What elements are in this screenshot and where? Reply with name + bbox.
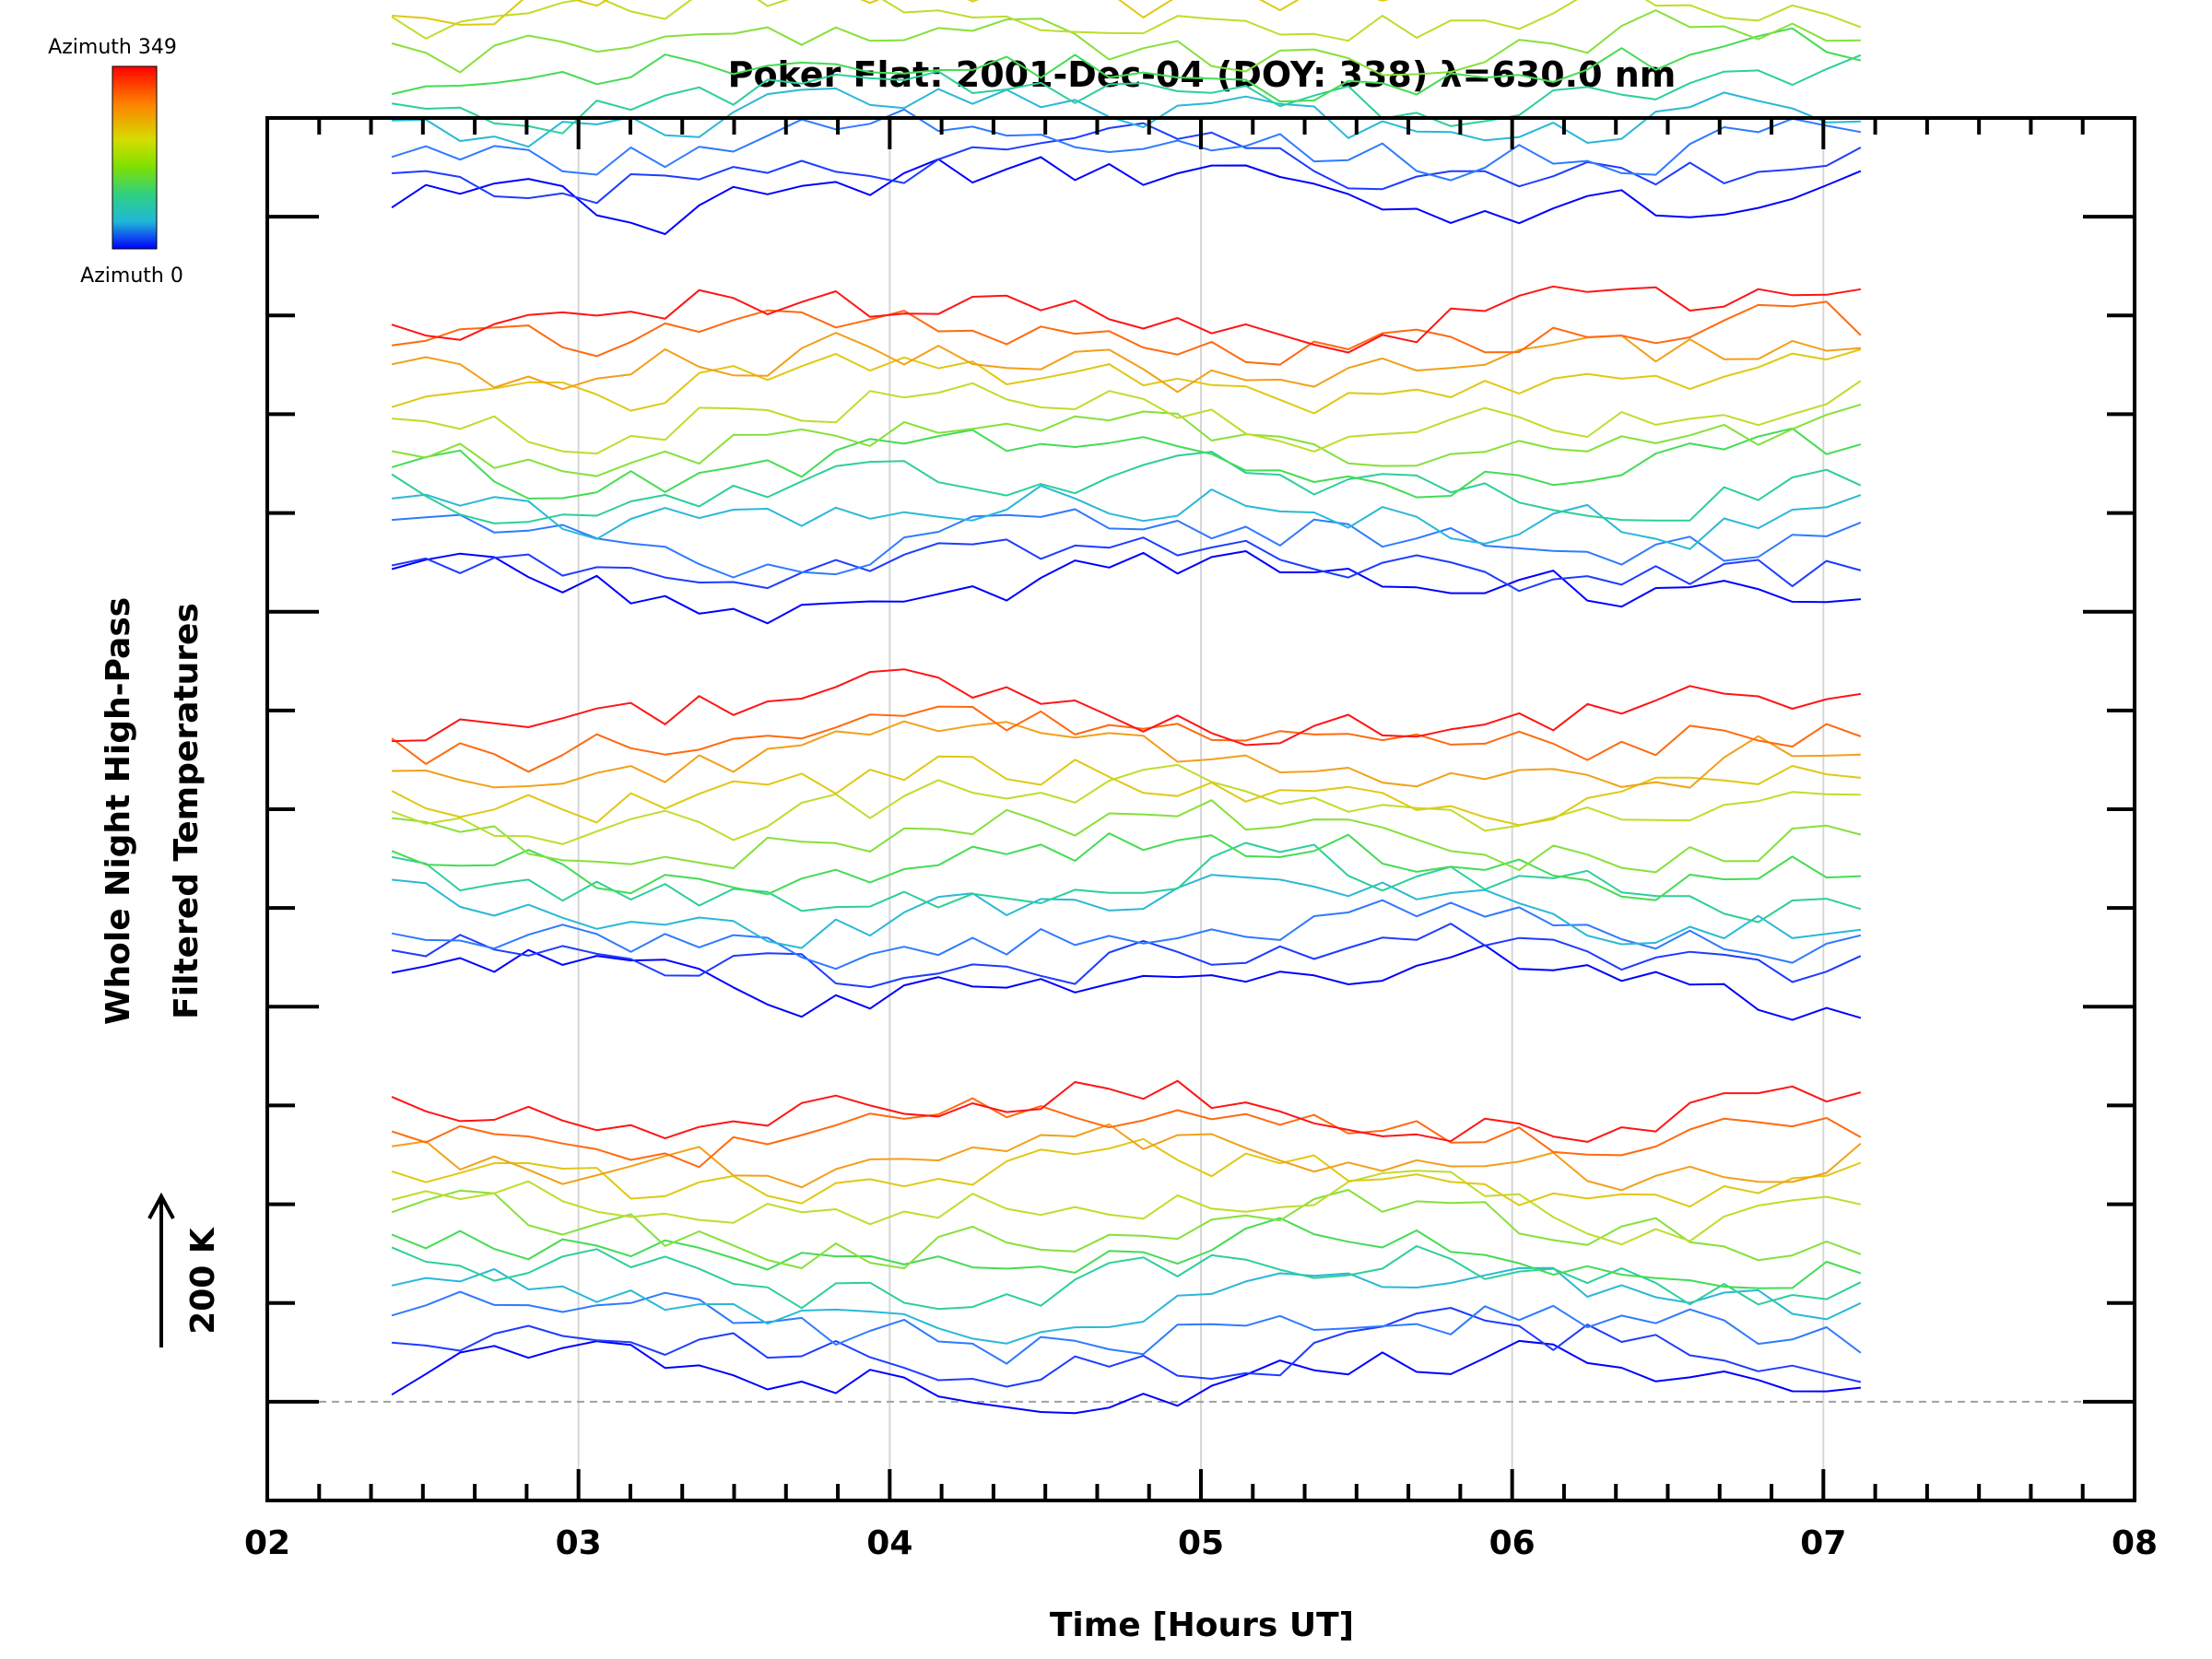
- x-tick-label: 08: [2112, 1524, 2158, 1562]
- series-line-stack2-az5: [391, 841, 1862, 924]
- series-line-stack4-az4: [392, 88, 1861, 148]
- series-line-stack3-az7: [391, 403, 1862, 477]
- series-line-stack2-az9: [391, 755, 1862, 827]
- series-line-stack1-az4: [391, 1266, 1862, 1345]
- x-tick-label: 04: [866, 1524, 912, 1562]
- series-line-stack4-az9: [392, 0, 1390, 26]
- series-line-stack2-az4: [392, 874, 1862, 949]
- scale-label: 200 K: [184, 1227, 222, 1335]
- series-line-stack1-az7: [391, 1189, 1862, 1270]
- series-line-stack1-az2: [392, 1307, 1862, 1388]
- colorbar-bottom-label: Azimuth 0: [80, 265, 183, 288]
- colorbar: [112, 65, 158, 250]
- x-tick-label: 06: [1489, 1524, 1535, 1562]
- axes-layer: 02 03 04 05 06 07 08: [244, 116, 2158, 1562]
- series-line-stack2-az8: [391, 763, 1861, 845]
- x-axis-label: Time [Hours UT]: [1050, 1606, 1354, 1644]
- y-axis-label-line1: Whole Night High-Pass: [100, 597, 137, 1025]
- series-line-stack4-az7: [391, 9, 1861, 76]
- series-line-stack3-az5: [391, 451, 1862, 524]
- series-line-stack3-az6: [391, 427, 1862, 500]
- series-line-stack3-az2: [391, 536, 1862, 593]
- series-line-stack1-az10: [391, 1124, 1862, 1192]
- series-line-stack1-az3: [391, 1290, 1862, 1365]
- grid-layer: [267, 118, 2135, 1500]
- series-line-stack1-az11: [391, 1097, 1862, 1169]
- series-line-stack4-az1: [391, 156, 1862, 235]
- series-line-stack1-az6: [391, 1217, 1862, 1289]
- series-line-stack2-az3: [391, 899, 1862, 971]
- series-line-stack3-az9: [391, 348, 1862, 415]
- series-line-stack4-az2: [392, 122, 1862, 205]
- series-layer: [391, 0, 1862, 1415]
- series-line-stack3-az8: [392, 380, 1862, 455]
- series-line-stack1-az9: [391, 1137, 1862, 1208]
- series-line-stack1-az12: [391, 1079, 1862, 1143]
- scale-arrow: [147, 1192, 175, 1347]
- series-line-stack4-az5: [391, 53, 1862, 135]
- x-tick-label: 07: [1800, 1524, 1846, 1562]
- colorbar-top-label: Azimuth 349: [48, 36, 177, 59]
- x-tick-label: 02: [244, 1524, 290, 1562]
- series-line-stack3-az4: [391, 485, 1862, 550]
- series-line-stack2-az1: [391, 944, 1862, 1021]
- series-line-stack1-az5: [391, 1245, 1862, 1311]
- series-line-stack3-az3: [392, 508, 1862, 579]
- series-line-stack3-az10: [391, 332, 1861, 394]
- series-line-stack3-az11: [391, 300, 1862, 366]
- series-line-stack1-az8: [391, 1170, 1862, 1246]
- x-tick-label: 05: [1178, 1524, 1224, 1562]
- series-line-stack3-az12: [391, 285, 1862, 354]
- series-line-stack2-az6: [391, 832, 1861, 901]
- series-line-stack2-az2: [391, 923, 1862, 989]
- series-line-stack1-az1: [391, 1339, 1862, 1415]
- y-axis-label-line2: Filtered Temperatures: [168, 603, 206, 1019]
- series-line-stack4-az6: [391, 27, 1862, 103]
- chart-title: Poker Flat: 2001-Dec-04 (DOY: 338) λ=630…: [728, 54, 1677, 95]
- series-line-stack2-az12: [392, 668, 1862, 747]
- series-line-stack2-az11: [391, 705, 1862, 773]
- series-line-stack4-az8: [391, 0, 1862, 42]
- series-line-stack3-az1: [391, 550, 1861, 625]
- series-line-stack4-az3: [391, 108, 1862, 182]
- series-line-stack2-az7: [391, 799, 1862, 874]
- x-tick-label: 03: [556, 1524, 602, 1562]
- series-line-stack2-az10: [392, 720, 1861, 789]
